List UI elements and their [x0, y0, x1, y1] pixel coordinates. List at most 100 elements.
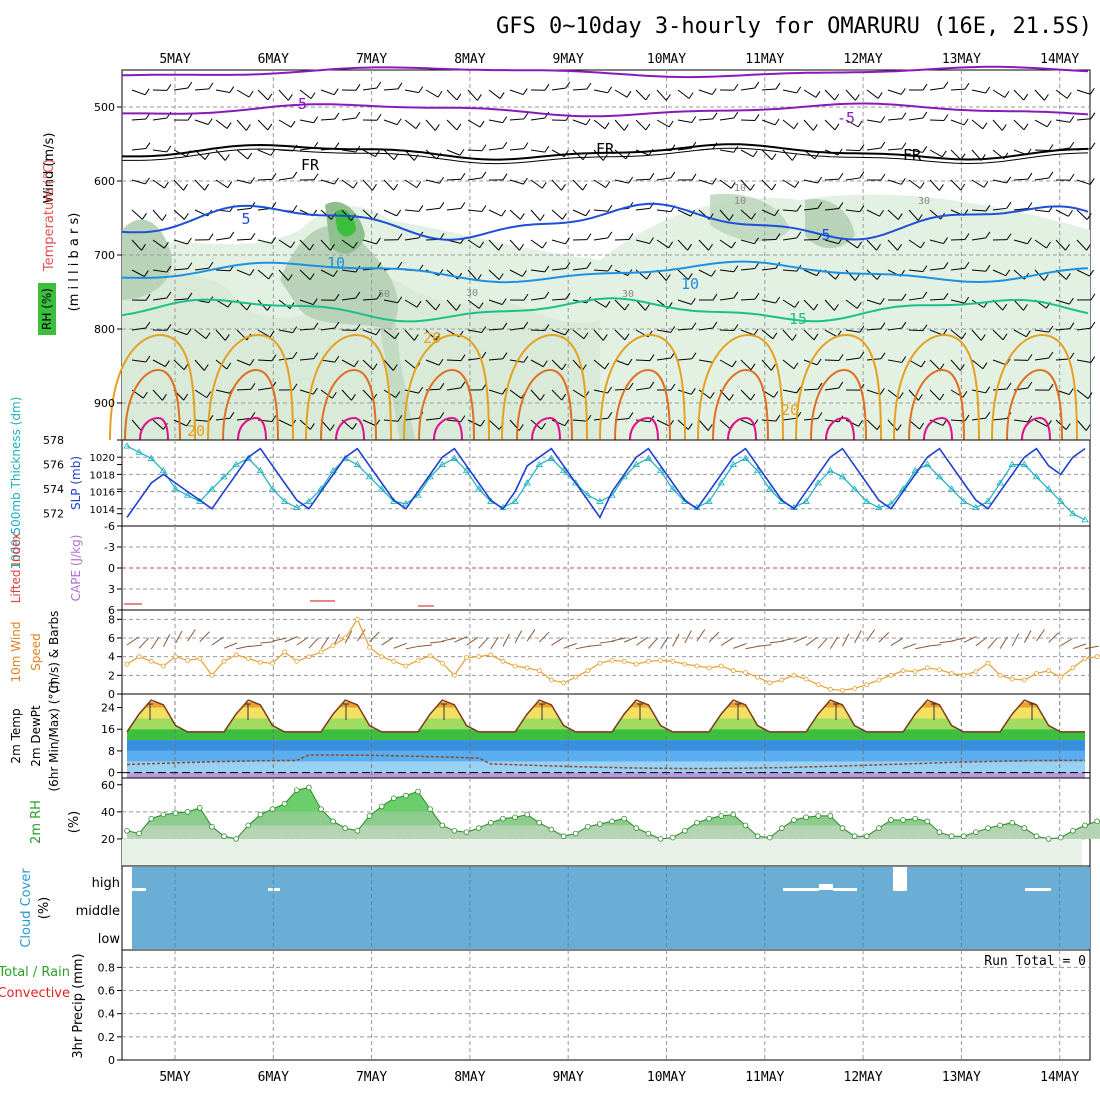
thickness-marker — [462, 466, 471, 474]
wind10-point — [306, 654, 312, 660]
wind10-point — [1070, 665, 1076, 671]
y-tick-label: 1016 — [90, 488, 115, 499]
wind-barb — [929, 359, 941, 371]
thickness-marker — [923, 460, 932, 467]
wind-barb-flag — [880, 141, 886, 149]
y-tick-label: 700 — [94, 249, 115, 262]
wind-barb — [614, 388, 630, 391]
wind-barb — [845, 209, 860, 213]
wind-barb — [677, 358, 692, 361]
thickness-marker — [450, 454, 459, 461]
wind-barb-flag — [922, 146, 928, 153]
wind10-barb — [1036, 629, 1045, 642]
wind-barb — [614, 299, 626, 311]
wind-barb-flag — [833, 304, 839, 311]
wind-barb — [404, 119, 417, 130]
wind-barb — [236, 179, 251, 184]
wind-barb-flag — [166, 323, 172, 331]
wind-barb — [488, 299, 503, 305]
thickness-marker — [183, 491, 192, 498]
date-label-top: 7MAY — [356, 52, 387, 67]
wind-barb — [866, 147, 881, 151]
wind-barb — [383, 179, 395, 191]
rh-point — [500, 815, 506, 822]
wind-barb — [551, 329, 566, 336]
wind-barb-flag — [480, 419, 485, 427]
wind-barb-flag — [437, 90, 443, 98]
contour-label: 15 — [789, 310, 807, 328]
wind10-barb — [502, 633, 510, 647]
wind-barb-flag — [183, 393, 189, 401]
wind-barb-flag — [353, 360, 359, 367]
wind-barb-flag — [922, 83, 928, 91]
wind-barb-flag — [1002, 333, 1008, 341]
y-tick-label: 4 — [108, 651, 115, 664]
wind10-point — [221, 658, 227, 664]
rh-point — [900, 817, 906, 823]
rh-point — [293, 787, 300, 793]
thickness-marker — [947, 485, 956, 492]
wind10-point — [658, 658, 663, 663]
wind-barb-flag — [1065, 243, 1070, 251]
wind-barb — [635, 119, 647, 131]
wind-barb-flag — [396, 209, 402, 217]
wind10-barb — [781, 637, 796, 642]
wind-barb-flag — [691, 322, 697, 330]
wind10-point — [403, 663, 409, 669]
wind-barb — [824, 119, 836, 131]
wind10-barb — [526, 629, 536, 642]
wind-barb-flag — [964, 414, 970, 422]
wind10-barb — [356, 629, 366, 642]
wind-barb-flag — [502, 141, 508, 149]
wind10-point — [488, 652, 494, 658]
wind-barb-flag — [625, 152, 631, 160]
wind-barb — [677, 89, 690, 99]
cloud-panel: high middle low Cloud Cover (%) — [19, 865, 1091, 951]
wind-barb-flag — [879, 297, 885, 305]
wind-barb — [1013, 178, 1029, 181]
thickness-marker — [305, 497, 313, 504]
wind-barb-flag — [985, 264, 991, 272]
wind-barb — [362, 209, 374, 220]
wind10-barb — [757, 644, 772, 647]
wind-barb — [698, 419, 709, 431]
wind10-point — [852, 686, 857, 691]
wind10-point — [670, 658, 676, 664]
thickness-marker — [353, 460, 362, 467]
wind-barb — [467, 209, 482, 212]
wind-barb-flag — [919, 422, 925, 430]
y-tick-label: 800 — [94, 323, 115, 336]
wind-barb-flag — [271, 173, 277, 180]
wind10-barb — [211, 636, 224, 646]
wind-barb — [782, 329, 793, 341]
wind-barb-flag — [1002, 303, 1008, 311]
dewpoint-line — [126, 754, 1085, 770]
wind-barb — [467, 329, 482, 333]
wind10-point — [1021, 677, 1027, 683]
wind-barb — [488, 328, 503, 331]
wind-barb — [194, 419, 209, 422]
wind-barb-flag — [250, 233, 256, 240]
wind-barb — [992, 179, 1007, 184]
wind10-point — [973, 669, 979, 674]
rh-point — [669, 834, 676, 841]
wind-barb-flag — [880, 352, 886, 360]
wind-barb-flag — [460, 415, 466, 422]
wind10-point — [561, 680, 566, 686]
y-tick-label: 900 — [94, 397, 115, 410]
wind10-point — [209, 672, 215, 678]
wind-barb-flag — [668, 241, 674, 249]
contour-25 — [908, 368, 965, 441]
thickness-marker — [474, 485, 483, 492]
wind-barb — [929, 389, 941, 401]
rh-point — [694, 819, 700, 826]
wind-barb — [572, 119, 587, 126]
thickness-marker — [1044, 485, 1053, 492]
rh-point — [827, 813, 834, 819]
thickness-marker — [329, 466, 337, 474]
wind10-point — [318, 649, 324, 655]
wind-barb-flag — [565, 262, 571, 269]
wind10-point — [621, 658, 627, 664]
wind-barb-flag — [1090, 142, 1096, 150]
wind-barb — [320, 179, 335, 185]
